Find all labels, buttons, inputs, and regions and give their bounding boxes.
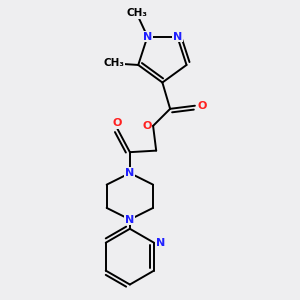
Text: O: O xyxy=(142,121,152,131)
Text: O: O xyxy=(198,101,207,111)
Text: N: N xyxy=(143,32,152,42)
Text: N: N xyxy=(125,214,134,224)
Text: O: O xyxy=(113,118,122,128)
Text: CH₃: CH₃ xyxy=(126,8,147,18)
Text: N: N xyxy=(173,32,182,42)
Text: N: N xyxy=(156,238,165,248)
Text: CH₃: CH₃ xyxy=(103,58,124,68)
Text: N: N xyxy=(125,168,134,178)
